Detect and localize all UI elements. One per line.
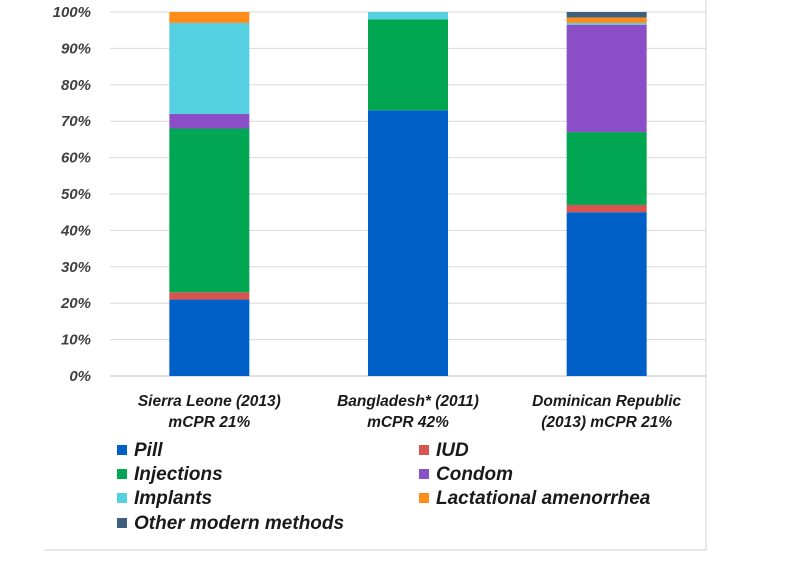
category-label-line1: Sierra Leone (2013) [138,393,281,410]
y-tick-label: 20% [60,295,91,312]
legend-label-lactational-amenorrhea: Lactational amenorrhea [436,488,651,509]
y-tick-label: 50% [61,186,91,203]
bar-segment-condom [169,113,250,129]
legend-swatch-implants [117,493,127,503]
category-label-line2: mCPR 21% [168,414,250,431]
y-tick-label: 60% [61,150,91,167]
bar-segment-iud [566,204,647,213]
bar-segment-implants [368,12,448,20]
bar-segment-pill [566,212,647,376]
y-tick-label: 100% [53,4,91,21]
bar-segment-implants [566,22,647,25]
legend-label-other-modern-methods: Other modern methods [134,513,344,534]
y-tick-label: 10% [61,332,91,349]
y-tick-label: 30% [61,259,91,276]
y-tick-label: 0% [69,368,91,385]
legend-label-pill: Pill [134,440,163,461]
legend-swatch-injections [117,469,127,479]
x-axis-categories: Sierra Leone (2013) mCPR 21% Bangladesh* (… [138,393,682,431]
bar-segment-injections [169,128,250,293]
legend: Pill IUD Injections Condom Implants Lactation… [117,440,651,534]
legend-label-iud: IUD [436,440,469,461]
legend-swatch-pill [117,445,127,455]
legend-swatch-iud [419,445,429,455]
legend-swatch-lactational-amenorrhea [419,493,429,503]
legend-swatch-condom [419,469,429,479]
legend-label-implants: Implants [134,488,212,509]
bar-segment-other-modern-methods [566,12,647,18]
y-tick-label: 80% [61,77,91,94]
y-axis-ticks: 0% 10% 20% 30% 40% 50% 60% 70% 80% 90% 100% [53,4,91,385]
category-label-line2: mCPR 42% [367,414,449,431]
legend-label-condom: Condom [436,464,513,485]
y-tick-label: 90% [61,40,91,57]
bars [169,12,647,376]
bar-segment-lactational-amenorrhea [566,17,647,23]
bar-segment-condom [566,24,647,133]
category-label-line1: Dominican Republic [532,393,681,410]
legend-swatch-other-modern-methods [117,518,127,528]
category-label-line2: (2013) mCPR 21% [541,414,672,431]
legend-label-injections: Injections [134,464,223,485]
bar-segment-injections [566,132,647,205]
bar-segment-pill [368,110,448,376]
y-tick-label: 40% [60,222,91,239]
bar-segment-injections [368,19,448,111]
bar-segment-implants [169,22,250,114]
y-tick-label: 70% [61,113,91,130]
bar-segment-pill [169,299,250,376]
bar-segment-iud [169,292,250,300]
bar-segment-lactational-amenorrhea [169,12,250,23]
category-label-line1: Bangladesh* (2011) [337,393,479,410]
